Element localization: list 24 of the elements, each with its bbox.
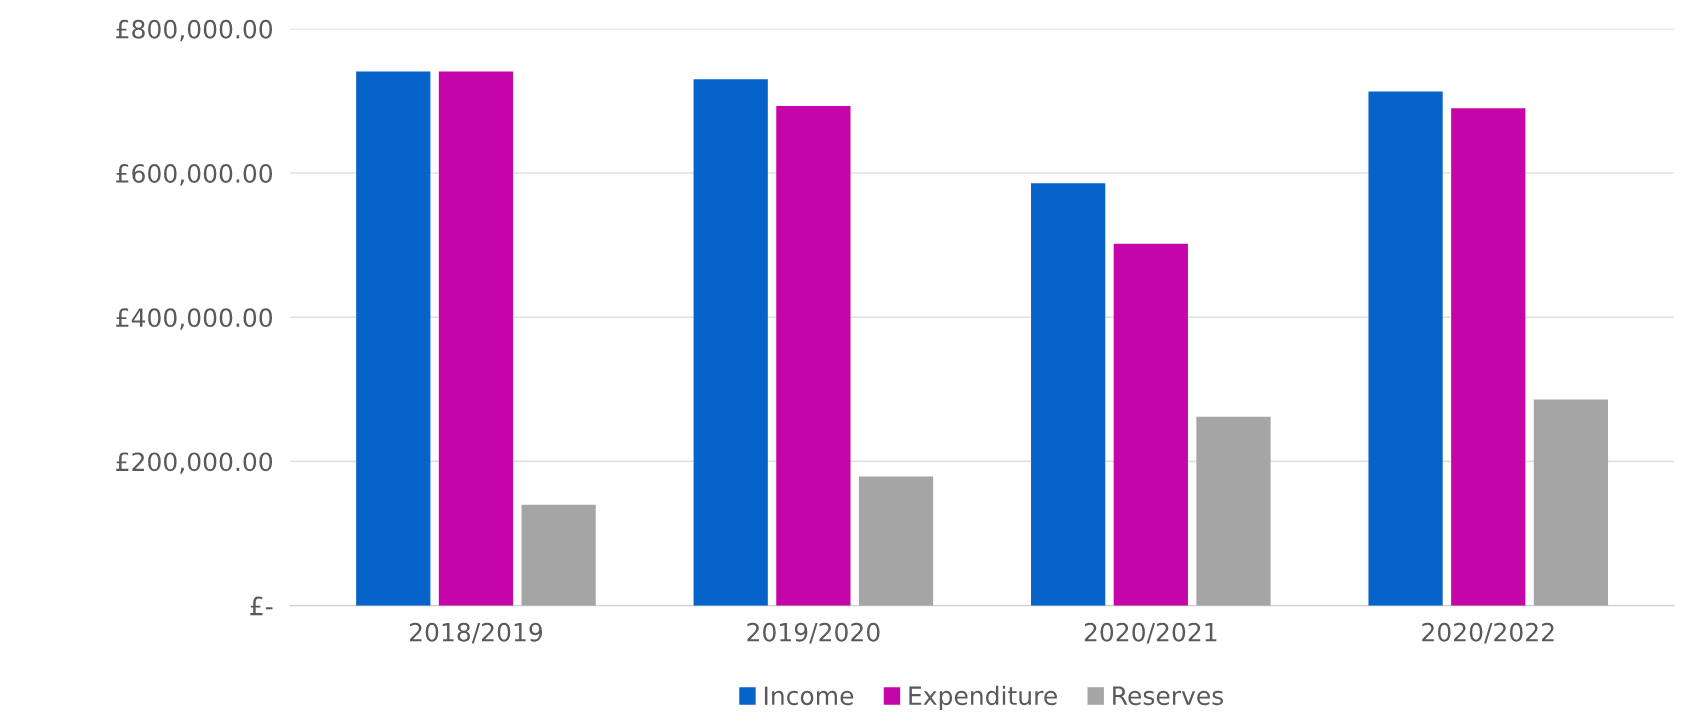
bar	[693, 79, 768, 606]
legend-label: Expenditure	[909, 685, 1057, 711]
bar	[438, 71, 514, 606]
bar	[1451, 108, 1526, 606]
bar	[521, 504, 596, 606]
legend-label: Reserves	[1113, 686, 1224, 706]
x-tick-label: 2019/2020	[747, 622, 880, 644]
bar	[1031, 183, 1106, 606]
y-tick-label: £200,000.00	[116, 452, 273, 474]
y-tick-label: £800,000.00	[116, 19, 273, 42]
bar	[776, 105, 851, 606]
x-tick-label: 2020/2022	[1422, 622, 1554, 644]
legend-label: Income	[764, 686, 854, 706]
x-tick-label: 2018/2019	[409, 622, 543, 644]
x-tick-label: 2020/2021	[1084, 622, 1217, 644]
bar	[1113, 243, 1188, 606]
bar	[1196, 416, 1271, 606]
bar	[858, 476, 934, 606]
bar	[356, 71, 431, 606]
y-tick-label: £400,000.00	[116, 308, 273, 330]
bar	[1533, 399, 1609, 606]
y-tick-label: £-	[250, 596, 273, 616]
bar	[1368, 91, 1443, 606]
y-tick-label: £600,000.00	[116, 163, 273, 186]
